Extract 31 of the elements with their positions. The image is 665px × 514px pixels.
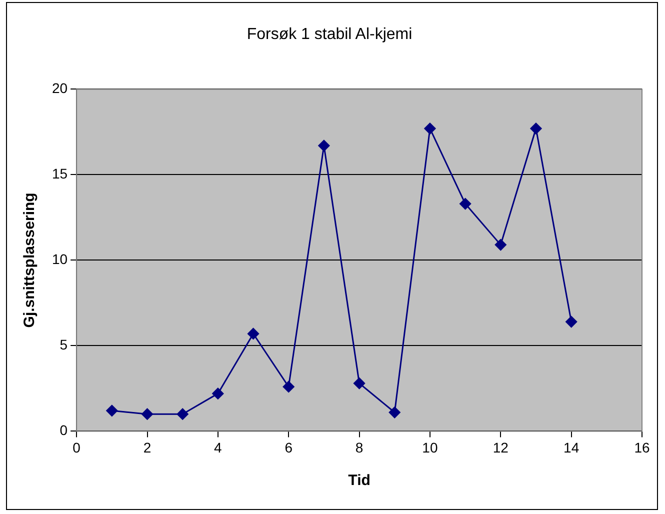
point [354,378,366,390]
y-tick-label: 0 [60,422,68,438]
y-axis-title: Gj.snittsplassering [21,192,38,328]
x-tick-label: 12 [492,439,509,456]
x-tick-label: 2 [143,439,152,456]
point [142,408,153,420]
x-tick-label: 8 [355,439,364,456]
y-tick-label: 15 [52,166,68,182]
x-axis-title: Tid [348,472,370,490]
point [318,140,330,152]
point [106,404,118,416]
x-tick-label: 16 [634,439,650,456]
x-tick-label: 10 [422,439,438,456]
x-tick-label: 0 [72,439,81,456]
point [212,388,224,400]
point [176,408,188,420]
y-tick-label: 20 [52,80,68,96]
point [566,316,578,328]
y-tick-label: 5 [60,336,68,353]
x-tick-label: 6 [284,439,293,456]
x-tick-label: 14 [564,439,580,456]
point [460,198,472,210]
point [494,239,506,251]
point [424,122,436,134]
point [530,122,542,134]
x-tick-label: 4 [214,439,222,456]
y-tick-label: 10 [52,251,68,268]
chart-title: Forsøk 1 stabil Al-kjemi [246,26,412,44]
point [282,380,294,392]
point [248,328,260,340]
point [388,406,400,418]
